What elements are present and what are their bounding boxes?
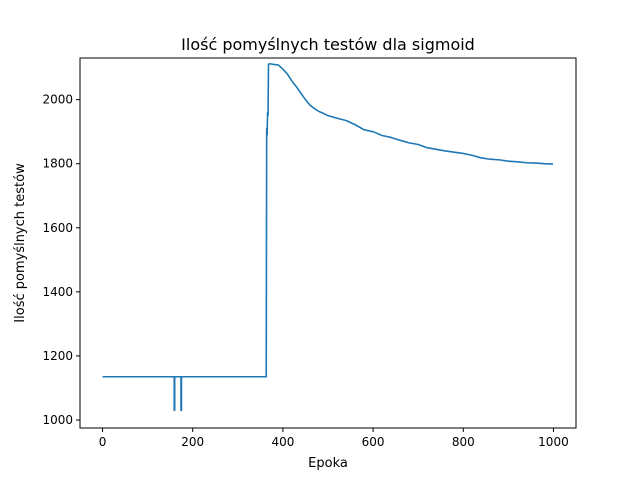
axes-frame (79, 57, 577, 429)
x-tick-label: 200 (181, 435, 204, 449)
x-tick-label: 800 (452, 435, 475, 449)
y-tick-label: 1200 (42, 349, 73, 363)
chart-title: Ilość pomyślnych testów dla sigmoid (181, 35, 475, 54)
y-axis-ticks: 1000 1200 1400 1600 1800 2000 (42, 93, 80, 427)
plot-area (102, 62, 554, 412)
y-tick-label: 1600 (42, 221, 73, 235)
y-axis-label: Ilość pomyślnych testów (13, 163, 28, 323)
y-tick-label: 1000 (42, 413, 73, 427)
x-tick-label: 1000 (538, 435, 569, 449)
x-tick-label: 400 (271, 435, 294, 449)
y-tick-label: 1800 (42, 157, 73, 171)
x-axis-ticks: 0 200 400 600 800 1000 (99, 428, 569, 449)
x-tick-label: 0 (99, 435, 107, 449)
y-tick-label: 1400 (42, 285, 73, 299)
series-line (102, 62, 554, 412)
x-axis-label: Epoka (308, 456, 348, 471)
x-tick-label: 600 (362, 435, 385, 449)
y-tick-label: 2000 (42, 93, 73, 107)
